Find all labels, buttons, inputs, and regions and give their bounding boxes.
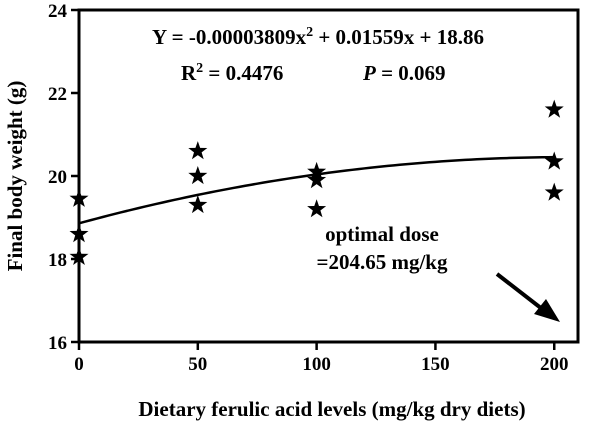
points-layer	[69, 99, 564, 266]
data-point-star	[69, 224, 89, 243]
data-point-star	[69, 188, 89, 207]
data-point-star	[188, 195, 208, 214]
x-tick-label: 200	[540, 354, 569, 375]
r-squared-label: R2 = 0.4476	[181, 61, 283, 85]
y-tick-label: 18	[48, 250, 67, 271]
data-point-star	[188, 166, 208, 185]
plot-frame	[77, 8, 580, 344]
y-tick-label: 16	[48, 333, 67, 354]
annotation-line-1: optimal dose	[325, 222, 439, 246]
data-point-star	[544, 182, 564, 201]
x-axis-title: Dietary ferulic acid levels (mg/kg dry d…	[138, 397, 525, 421]
ticks-layer: 0 50 100 150 200 16 18 20 22 24	[48, 1, 568, 375]
annotation-line-2: =204.65 mg/kg	[317, 250, 448, 274]
plot-border	[77, 8, 580, 344]
arrow-icon	[495, 272, 560, 322]
x-tick-label: 150	[421, 354, 450, 375]
x-tick-label: 100	[302, 354, 331, 375]
y-axis-title: Final body weight (g)	[3, 81, 27, 272]
data-point-star	[69, 246, 89, 266]
y-tick-label: 24	[48, 1, 68, 22]
p-value-label: P = 0.069	[362, 61, 446, 85]
data-point-star	[544, 99, 564, 118]
x-tick-label: 0	[74, 354, 84, 375]
data-point-star	[307, 199, 327, 218]
y-tick-label: 20	[48, 167, 67, 188]
data-point-star	[544, 151, 564, 170]
regression-equation: Y = -0.00003809x2 + 0.01559x + 18.86	[152, 25, 484, 49]
y-tick-label: 22	[48, 84, 67, 105]
data-point-star	[307, 170, 327, 189]
data-point-star	[188, 141, 208, 160]
x-tick-label: 50	[188, 354, 207, 375]
